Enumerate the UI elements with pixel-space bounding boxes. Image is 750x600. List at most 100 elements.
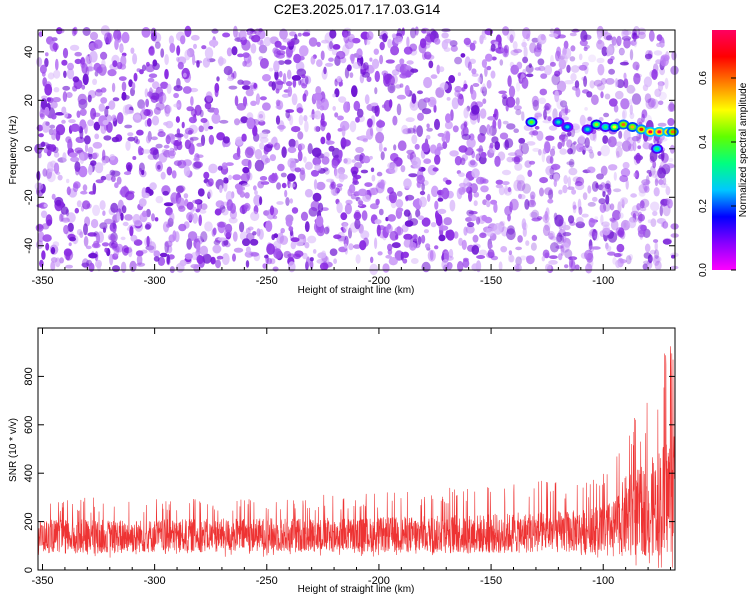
spectrogram-cell — [543, 109, 547, 120]
spectrogram-cell — [463, 37, 471, 46]
spectrogram-cell — [564, 264, 569, 269]
spectrogram-cell — [112, 60, 118, 68]
spectrogram-cell — [369, 57, 373, 62]
spectrogram-cell — [226, 76, 234, 82]
spectrogram-cell — [175, 185, 184, 194]
spectrogram-cell — [66, 178, 70, 184]
spectrogram-cell — [410, 258, 419, 264]
spectrogram-cell — [193, 43, 197, 50]
spectrogram-cell — [471, 68, 477, 75]
spectrogram-cell — [268, 67, 274, 72]
spectrogram-cell — [615, 90, 624, 100]
spectrogram-cell — [427, 193, 431, 202]
spectrogram-cell — [612, 209, 621, 221]
spectrogram-cell — [597, 151, 602, 156]
spectrogram-cell — [482, 83, 486, 92]
y-tick-label: 600 — [23, 416, 35, 434]
spectrogram-cell — [74, 161, 81, 173]
spectrogram-cell — [294, 167, 302, 173]
spectrogram-cell — [482, 178, 489, 184]
spectrogram-cell — [79, 152, 85, 165]
spectrogram-cell — [596, 83, 605, 91]
spectrogram-cell — [215, 259, 221, 269]
spectrogram-cell — [568, 256, 574, 268]
spectrogram-cell — [537, 33, 547, 45]
spectrogram-cell — [591, 94, 599, 106]
spectrogram-cell — [379, 54, 384, 65]
spectrogram-cell — [381, 104, 387, 109]
spectrogram-cell — [200, 118, 208, 123]
spectrogram-cell — [366, 31, 374, 41]
spectrogram-cell — [111, 175, 116, 182]
spectrogram-cell — [176, 142, 183, 151]
spectrogram-cell — [396, 190, 403, 197]
spectrogram-cell — [632, 26, 641, 38]
spectrogram-cell — [668, 157, 674, 162]
spectrogram-cell — [396, 207, 404, 212]
spectrogram-cell — [548, 232, 554, 240]
spectrogram-cell — [336, 202, 343, 214]
spectrogram-cell — [89, 31, 99, 41]
spectrogram-cell — [588, 218, 597, 226]
spectrogram-cell — [333, 234, 342, 239]
spectrogram-cell — [545, 135, 555, 141]
colorbar-tick-label: 0.4 — [698, 135, 709, 149]
spectrogram-cell — [507, 253, 514, 263]
spectrogram-cell — [40, 98, 48, 110]
spectrogram-cell — [262, 102, 271, 111]
spectrogram-cell — [290, 241, 296, 250]
spectrogram-cell — [630, 193, 637, 198]
spectrogram-cell — [129, 260, 137, 272]
spectrogram-cell — [285, 217, 293, 227]
spectrogram-cell — [610, 219, 619, 231]
spectrogram-cell — [254, 159, 265, 172]
spectrogram-cell — [556, 232, 563, 243]
spectrogram-cell — [74, 147, 83, 154]
spectrogram-cell — [662, 221, 669, 229]
chart-title: C2E3.2025.017.17.03.G14 — [274, 1, 441, 17]
spectrogram-cell — [263, 36, 272, 47]
spectrogram-cell — [295, 55, 305, 61]
spectrogram-cell — [176, 45, 181, 56]
spectrogram-cell — [285, 81, 293, 87]
spectrogram-cell — [191, 206, 197, 211]
spectrogram-cell — [548, 189, 554, 200]
spectrogram-cell — [104, 247, 108, 253]
spectrogram-cell — [329, 29, 337, 39]
spectrogram-cell — [411, 93, 417, 104]
spectrogram-cell — [593, 79, 603, 87]
spectrogram-cell — [146, 235, 150, 247]
spectrogram-cell — [127, 164, 132, 173]
spectrogram-cell — [175, 116, 180, 123]
spectrogram-cell — [616, 243, 625, 253]
spectrogram-cell — [605, 194, 610, 205]
spectrogram-cell — [654, 241, 658, 252]
spectrogram-cell — [88, 262, 95, 272]
spectrogram-cell — [310, 169, 320, 177]
spectrogram-cell — [620, 197, 629, 205]
spectrogram-cell — [401, 27, 405, 36]
spectrogram-cell — [211, 28, 219, 34]
spectrogram-cell — [244, 251, 254, 258]
spectrogram-cell — [196, 154, 204, 158]
spectrogram-cell — [252, 231, 257, 236]
spectrogram-cell — [501, 169, 512, 176]
spectrogram-cell — [562, 184, 568, 194]
spectrogram-cell — [82, 73, 89, 86]
spectrogram-cell — [195, 208, 201, 213]
spectrogram-cell — [403, 178, 412, 189]
spectrogram-cell — [200, 134, 206, 146]
spectrogram-cell — [241, 183, 250, 188]
spectrogram-cell — [423, 158, 432, 164]
spectrogram-cell — [638, 183, 648, 194]
x-tick-label: -300 — [144, 275, 166, 287]
spectrogram-cell — [205, 91, 213, 103]
spectrogram-cell — [482, 98, 487, 104]
spectrogram-cell — [616, 79, 625, 89]
spectrogram-cell — [526, 73, 534, 78]
spectrogram-cell — [434, 245, 439, 250]
spectrogram-cell — [41, 250, 46, 260]
spectrogram-cell — [290, 237, 300, 243]
